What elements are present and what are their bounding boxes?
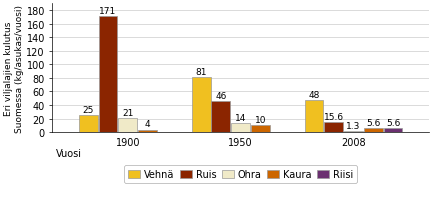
Bar — [384, 129, 403, 133]
Text: 25: 25 — [83, 106, 94, 115]
Bar — [138, 130, 157, 133]
Y-axis label: Eri viljalajien kulutus
Suomessa (kg/asukas/vuosi): Eri viljalajien kulutus Suomessa (kg/asu… — [4, 5, 23, 132]
Text: 1.3: 1.3 — [346, 122, 361, 131]
Text: 5.6: 5.6 — [386, 119, 400, 128]
Text: 171: 171 — [99, 7, 116, 16]
Bar — [364, 129, 383, 133]
Bar — [99, 17, 117, 133]
Bar — [211, 101, 230, 133]
Text: 14: 14 — [235, 113, 246, 122]
Text: 46: 46 — [215, 92, 226, 100]
Bar — [251, 126, 270, 133]
Bar — [118, 118, 137, 133]
Text: 4: 4 — [145, 120, 150, 129]
Bar — [79, 116, 98, 133]
Bar — [231, 123, 250, 133]
Legend: Vehnä, Ruis, Ohra, Kaura, Riisi: Vehnä, Ruis, Ohra, Kaura, Riisi — [124, 166, 357, 183]
Bar — [305, 100, 323, 133]
Text: 48: 48 — [308, 90, 320, 99]
Text: Vuosi: Vuosi — [56, 148, 82, 158]
Text: 21: 21 — [122, 108, 133, 117]
Text: 15.6: 15.6 — [324, 112, 344, 121]
Bar — [192, 78, 210, 133]
Text: 10: 10 — [255, 116, 266, 125]
Bar — [344, 132, 363, 133]
Text: 81: 81 — [195, 68, 207, 77]
Bar — [324, 122, 343, 133]
Text: 5.6: 5.6 — [366, 119, 381, 128]
